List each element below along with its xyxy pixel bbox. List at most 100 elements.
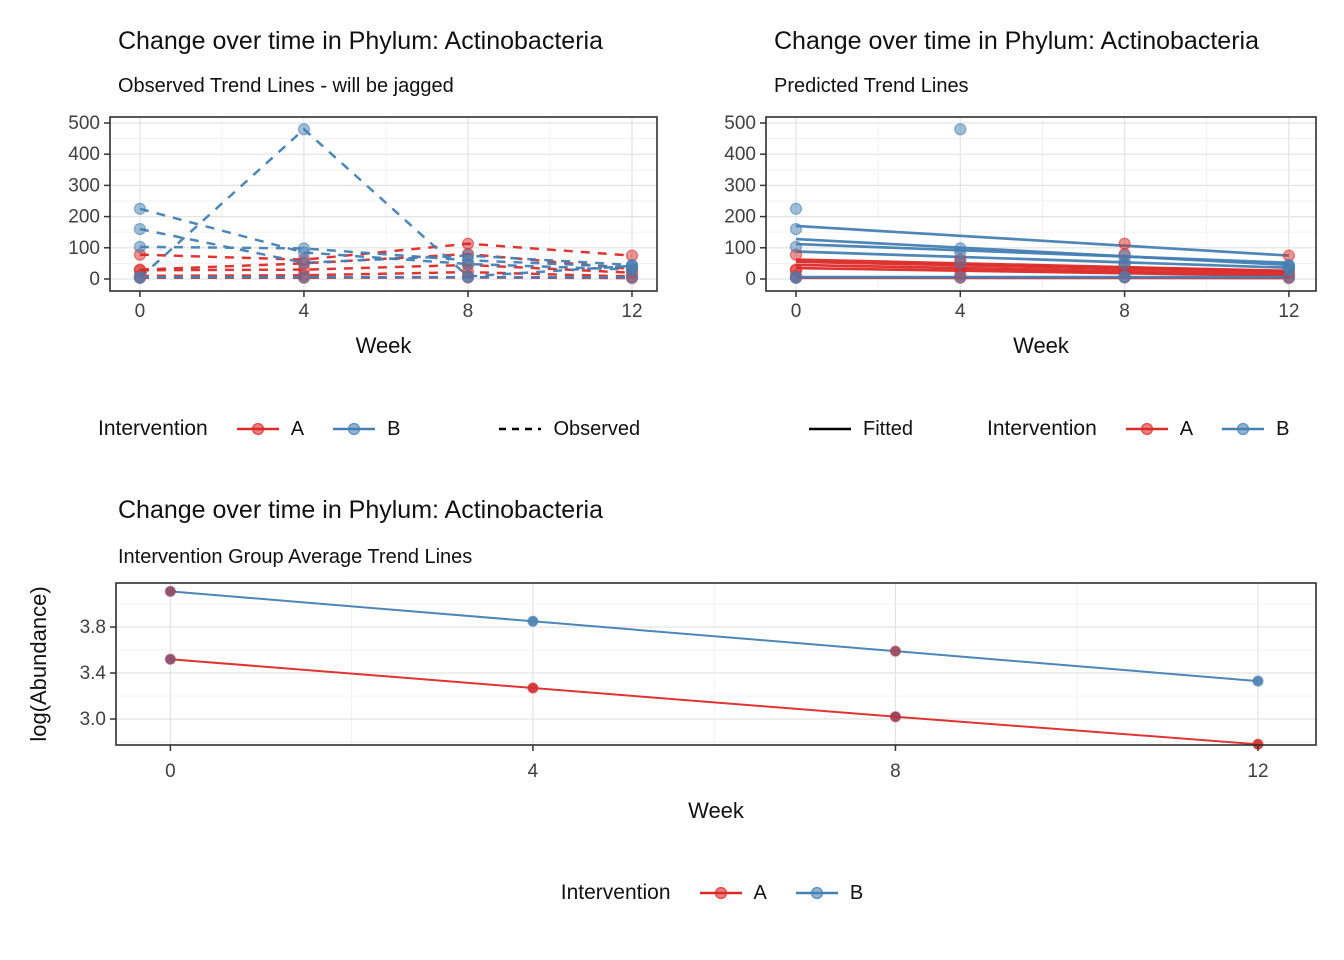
predicted-xaxis-label: Week	[1013, 333, 1070, 358]
average-point-B-wk0	[164, 585, 177, 598]
observed-plot: 0 4 8 12 0 100 200 300 400 500 Week	[68, 113, 658, 358]
predicted-point-B2-wk4	[954, 256, 967, 269]
observed-xtick-4: 4	[299, 301, 310, 322]
observed-xaxis-label: Week	[356, 333, 413, 358]
legend-swatch-a-icon	[699, 886, 742, 900]
observed-point-B5-wk4	[297, 270, 311, 284]
legend-label-a: A	[290, 417, 305, 440]
predicted-ytick-200: 200	[724, 207, 756, 228]
predicted-ytick-300: 300	[724, 175, 756, 196]
predicted-axes: 0 4 8 12 0 100 200 300 400 500 Week	[724, 113, 1299, 358]
predicted-ytick-100: 100	[724, 238, 756, 259]
observed-point-B5-wk12	[625, 271, 639, 284]
panel-observed: 0 4 8 12 0 100 200 300 400 500 Week Change over ti…	[0, 0, 672, 460]
average-point-B-wk4	[527, 615, 539, 627]
legend-swatch-a-icon	[1125, 422, 1168, 436]
legend-swatch-b-icon	[333, 422, 376, 436]
observed-ytick-300: 300	[68, 175, 100, 196]
predicted-point-A1-wk8	[1118, 237, 1131, 250]
average-subtitle: Intervention Group Average Trend Lines	[118, 546, 473, 568]
observed-line-B3	[139, 245, 633, 269]
predicted-xtick-0: 0	[791, 301, 802, 322]
legend-label-b: B	[1276, 417, 1290, 440]
average-ytick-3.8: 3.8	[80, 617, 106, 638]
average-yaxis-label: log(Abundance)	[26, 586, 51, 741]
predicted-point-B4-wk12	[1282, 259, 1296, 273]
observed-point-B5-wk0	[133, 270, 147, 284]
observed-line-A3	[139, 263, 633, 274]
observed-ytick-0: 0	[89, 269, 100, 290]
legend-observed-key-b: B	[330, 417, 400, 441]
predicted-point-B4-wk4	[954, 123, 967, 136]
observed-series-lines	[139, 127, 633, 280]
observed-line-B4	[139, 127, 633, 279]
observed-point-B4-wk4	[297, 123, 311, 136]
average-xtick-0: 0	[165, 761, 176, 782]
average-point-A-wk8	[889, 711, 902, 723]
observed-xtick-0: 0	[135, 301, 146, 322]
observed-point-A1-wk8	[461, 237, 475, 250]
legend-swatch-a-icon	[236, 422, 279, 436]
average-ytick-3.4: 3.4	[80, 663, 107, 684]
legend-swatch-b-icon	[795, 886, 838, 900]
legend-predicted-key-fitted: Fitted	[806, 417, 913, 441]
observed-ytick-400: 400	[68, 144, 100, 165]
observed-panel-border	[109, 116, 658, 292]
legend-average: Intervention A B	[0, 878, 1344, 908]
average-point-A-wk0	[164, 653, 177, 665]
predicted-title: Change over time in Phylum: Actinobacter…	[774, 27, 1259, 55]
predicted-series-points	[789, 123, 1296, 285]
observed-point-B5-wk8	[461, 270, 475, 284]
average-panel-border	[115, 582, 1317, 746]
predicted-plot: 0 4 8 12 0 100 200 300 400 500 Week	[724, 113, 1317, 358]
legend-swatch-observed-icon	[499, 427, 542, 431]
observed-series-points	[133, 123, 639, 285]
predicted-point-B5-wk4	[954, 270, 967, 284]
average-line-B	[170, 590, 1259, 683]
predicted-point-B5-wk0	[789, 270, 803, 284]
observed-ytick-200: 200	[68, 207, 100, 228]
observed-line-B1	[139, 207, 633, 271]
predicted-line-A3	[795, 263, 1289, 276]
legend-observed: Intervention A B Observed	[98, 414, 640, 444]
legend-predicted-title: Intervention	[987, 417, 1097, 440]
legend-average-key-b: B	[793, 881, 863, 905]
observed-line-A1	[139, 242, 633, 261]
legend-observed-key-a: A	[234, 417, 304, 441]
observed-xtick-12: 12	[621, 301, 642, 322]
predicted-xtick-12: 12	[1278, 301, 1299, 322]
average-xtick-4: 4	[528, 761, 539, 782]
legend-observed-title: Intervention	[98, 417, 208, 440]
predicted-ytick-0: 0	[745, 269, 756, 290]
predicted-point-B1-wk0	[789, 202, 803, 215]
legend-label-fitted: Fitted	[863, 417, 914, 440]
average-series-lines	[170, 590, 1259, 746]
panel-predicted: 0 4 8 12 0 100 200 300 400 500 Week Change over ti…	[656, 0, 1344, 460]
predicted-line-B3	[795, 250, 1289, 270]
observed-line-A4	[139, 270, 633, 278]
predicted-panel-border	[765, 116, 1317, 292]
predicted-xtick-4: 4	[955, 301, 966, 322]
average-series-points	[164, 585, 1264, 750]
predicted-gridlines	[766, 117, 1316, 291]
predicted-point-B3-wk8	[1118, 254, 1131, 267]
average-gridlines	[116, 583, 1316, 745]
predicted-line-A2	[795, 260, 1289, 274]
predicted-point-B5-wk8	[1118, 270, 1131, 284]
average-point-B-wk8	[889, 645, 902, 657]
legend-label-a: A	[1179, 417, 1194, 440]
predicted-ytick-500: 500	[724, 113, 756, 134]
legend-predicted-key-b: B	[1219, 417, 1289, 441]
predicted-point-B3-wk4	[954, 242, 967, 255]
average-title: Change over time in Phylum: Actinobacter…	[118, 496, 603, 524]
predicted-point-B2-wk0	[789, 222, 803, 236]
predicted-subtitle: Predicted Trend Lines	[774, 75, 969, 97]
legend-label-b: B	[387, 417, 401, 440]
observed-gridlines	[110, 117, 657, 291]
panel-average: 0 4 8 12 3.0 3.4 3.8 Week log(Abundance) Change …	[0, 465, 1344, 885]
predicted-ytick-400: 400	[724, 144, 756, 165]
average-line-A	[170, 658, 1259, 746]
legend-label-b: B	[849, 881, 864, 904]
predicted-point-B3-wk0	[789, 240, 803, 254]
observed-ytick-100: 100	[68, 238, 100, 259]
